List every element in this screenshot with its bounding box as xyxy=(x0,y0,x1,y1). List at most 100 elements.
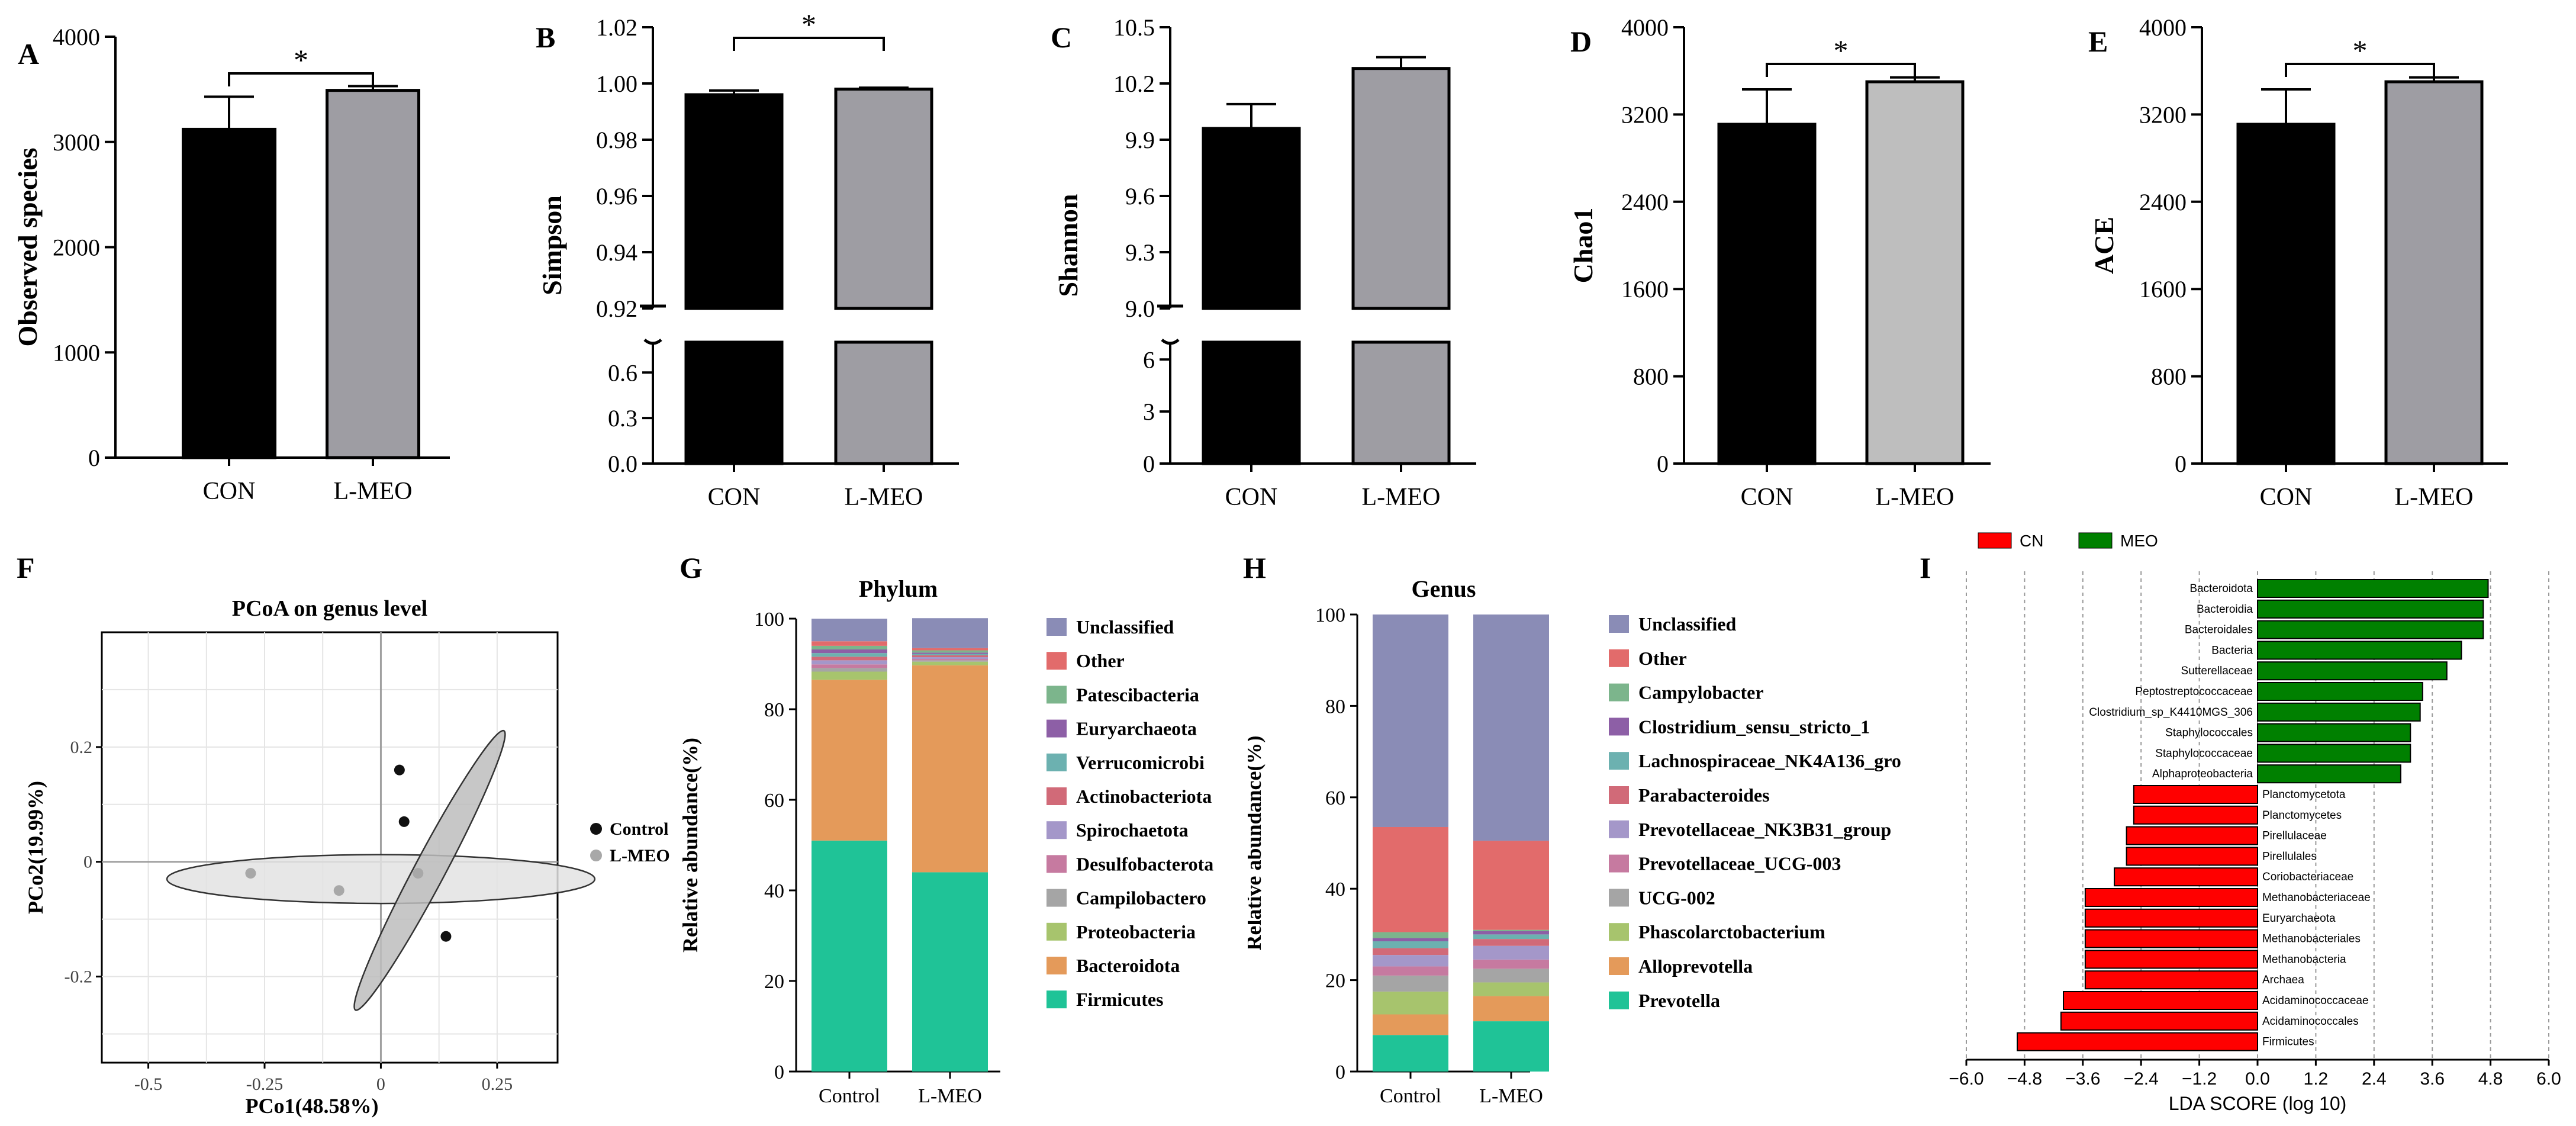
stack-segment xyxy=(912,648,988,651)
y-tick-label: 2000 xyxy=(53,234,100,261)
stack-segment xyxy=(1373,1014,1448,1035)
lda-bar xyxy=(2257,702,2421,722)
lda-bar xyxy=(2017,1032,2259,1051)
chart-title: Genus xyxy=(1412,575,1476,602)
y-tick-label: 1600 xyxy=(1621,276,1669,303)
stack-segment xyxy=(912,660,988,662)
stack-segment xyxy=(912,655,988,658)
panel-label: F xyxy=(17,551,35,584)
x-tick-label: −6.0 xyxy=(1949,1069,1983,1089)
stack-segment xyxy=(912,872,988,1072)
confidence-ellipse xyxy=(166,854,596,905)
y-tick-label: 0 xyxy=(1657,451,1669,477)
bar-upper xyxy=(684,93,784,310)
legend-label: Actinobacteriota xyxy=(1076,786,1212,807)
legend-swatch xyxy=(1609,752,1629,770)
legend-label: Control xyxy=(610,819,668,839)
legend-swatch xyxy=(1046,889,1067,907)
legend-swatch xyxy=(1609,957,1629,975)
stack-segment xyxy=(912,657,988,659)
lda-bar xyxy=(2126,847,2259,866)
stack-segment xyxy=(1373,975,1448,992)
y-tick-label: 4000 xyxy=(2139,14,2187,41)
lda-bar-label: Methanobacteriaceae xyxy=(2262,892,2371,904)
lda-panel: −6.0 −4.8 −3.6 −2.4 −1.2 0.0 1.2 2.4 3.6 4.8 6.0 Ba… xyxy=(1949,532,2561,1114)
lda-bar-label: Firmicutes xyxy=(2262,1036,2314,1048)
legend-swatch xyxy=(1046,922,1067,941)
y-tick-label: 100 xyxy=(754,609,784,630)
legend-swatch xyxy=(1046,719,1067,738)
legend-label: Patescibacteria xyxy=(1076,684,1199,705)
bar xyxy=(1865,80,1965,465)
bar-panel-a: 0 1000 2000 3000 4000 CON L-MEO * Observed speci… xyxy=(12,24,450,505)
lda-bar-label: Sutterellaceae xyxy=(2181,665,2253,677)
x-tick-label: CON xyxy=(708,484,761,511)
legend-label: Prevotellaceae_NK3B31_group xyxy=(1638,819,1891,840)
significance-bracket xyxy=(228,72,374,86)
y-tick-label: 0.92 xyxy=(596,295,637,322)
lda-bar xyxy=(2084,908,2258,928)
x-tick-label: L-MEO xyxy=(1362,484,1441,511)
stack-segment xyxy=(1473,615,1549,841)
legend-swatch xyxy=(1046,686,1067,704)
y-tick-label: 9.3 xyxy=(1125,239,1155,266)
y-tick-label: 9.6 xyxy=(1125,183,1155,210)
stack-segment xyxy=(1373,966,1448,976)
lda-bar-label: Coriobacteriaceae xyxy=(2262,871,2353,883)
y-tick-label: 3 xyxy=(1143,398,1155,425)
significance-marker: * xyxy=(801,8,816,41)
bar-panel-e: 0 800 1600 2400 3200 4000 CON L-MEO * ACE xyxy=(2089,14,2508,511)
y-tick-label: 20 xyxy=(764,971,784,993)
stack-segment xyxy=(912,654,988,655)
stack-segment xyxy=(812,653,887,657)
y-axis-label: Simpson xyxy=(537,195,567,295)
lda-bar xyxy=(2257,764,2401,784)
x-tick-label: 0.0 xyxy=(2245,1069,2270,1089)
stack-segment xyxy=(1373,955,1448,967)
lda-bar-label: Pirellulales xyxy=(2262,850,2317,863)
panel-label: B xyxy=(536,21,555,54)
legend-label: Euryarchaeota xyxy=(1076,718,1197,739)
lda-bar xyxy=(2084,929,2258,948)
legend-swatch xyxy=(1609,991,1629,1009)
stack-segment xyxy=(1373,991,1448,1015)
stack-segment xyxy=(1373,948,1448,956)
y-tick-label: 3000 xyxy=(53,129,100,156)
y-tick-label: 800 xyxy=(2151,363,2187,390)
stack-segment xyxy=(812,668,887,672)
x-tick-label: -0.25 xyxy=(246,1074,284,1094)
lda-bar-label: Acidaminococcaceae xyxy=(2262,995,2369,1007)
x-tick-label: 0.25 xyxy=(482,1074,513,1094)
axis-break-mark xyxy=(1161,339,1180,345)
x-tick-label: CON xyxy=(1741,484,1793,511)
bar-panel-d: 0 800 1600 2400 3200 4000 CON L-MEO * Chao1 xyxy=(1568,14,1991,511)
y-tick-label: 40 xyxy=(1325,879,1345,900)
bar-lower xyxy=(1351,340,1451,465)
stack-segment xyxy=(1373,932,1448,938)
legend-label: CN xyxy=(2020,532,2043,550)
bar xyxy=(1717,123,1817,465)
data-point xyxy=(440,931,452,942)
y-tick-label: -0.2 xyxy=(65,967,93,987)
y-tick-label: 1.00 xyxy=(596,70,637,97)
legend-label: L-MEO xyxy=(610,846,670,866)
bar xyxy=(2236,123,2336,465)
data-point xyxy=(394,764,405,776)
lda-bar xyxy=(2133,805,2258,825)
stack-segment xyxy=(912,665,988,873)
significance-marker: * xyxy=(2353,34,2368,67)
lda-bar-label: Euryarchaeota xyxy=(2262,912,2336,925)
lda-bar-label: Planctomycetota xyxy=(2262,789,2346,801)
legend-swatch xyxy=(2078,532,2113,549)
stack-segment xyxy=(812,649,887,654)
stack-segment xyxy=(1473,996,1549,1022)
x-axis-label: LDA SCORE (log 10) xyxy=(2169,1093,2347,1114)
stack-segment xyxy=(912,618,988,648)
lda-bar xyxy=(2257,661,2448,681)
y-tick-label: 80 xyxy=(1325,696,1345,718)
y-axis-label: Shannon xyxy=(1053,194,1083,297)
stack-segment xyxy=(1373,615,1448,827)
y-tick-label: 0 xyxy=(83,852,92,872)
legend-label: Clostridium_sensu_stricto_1 xyxy=(1638,716,1870,737)
